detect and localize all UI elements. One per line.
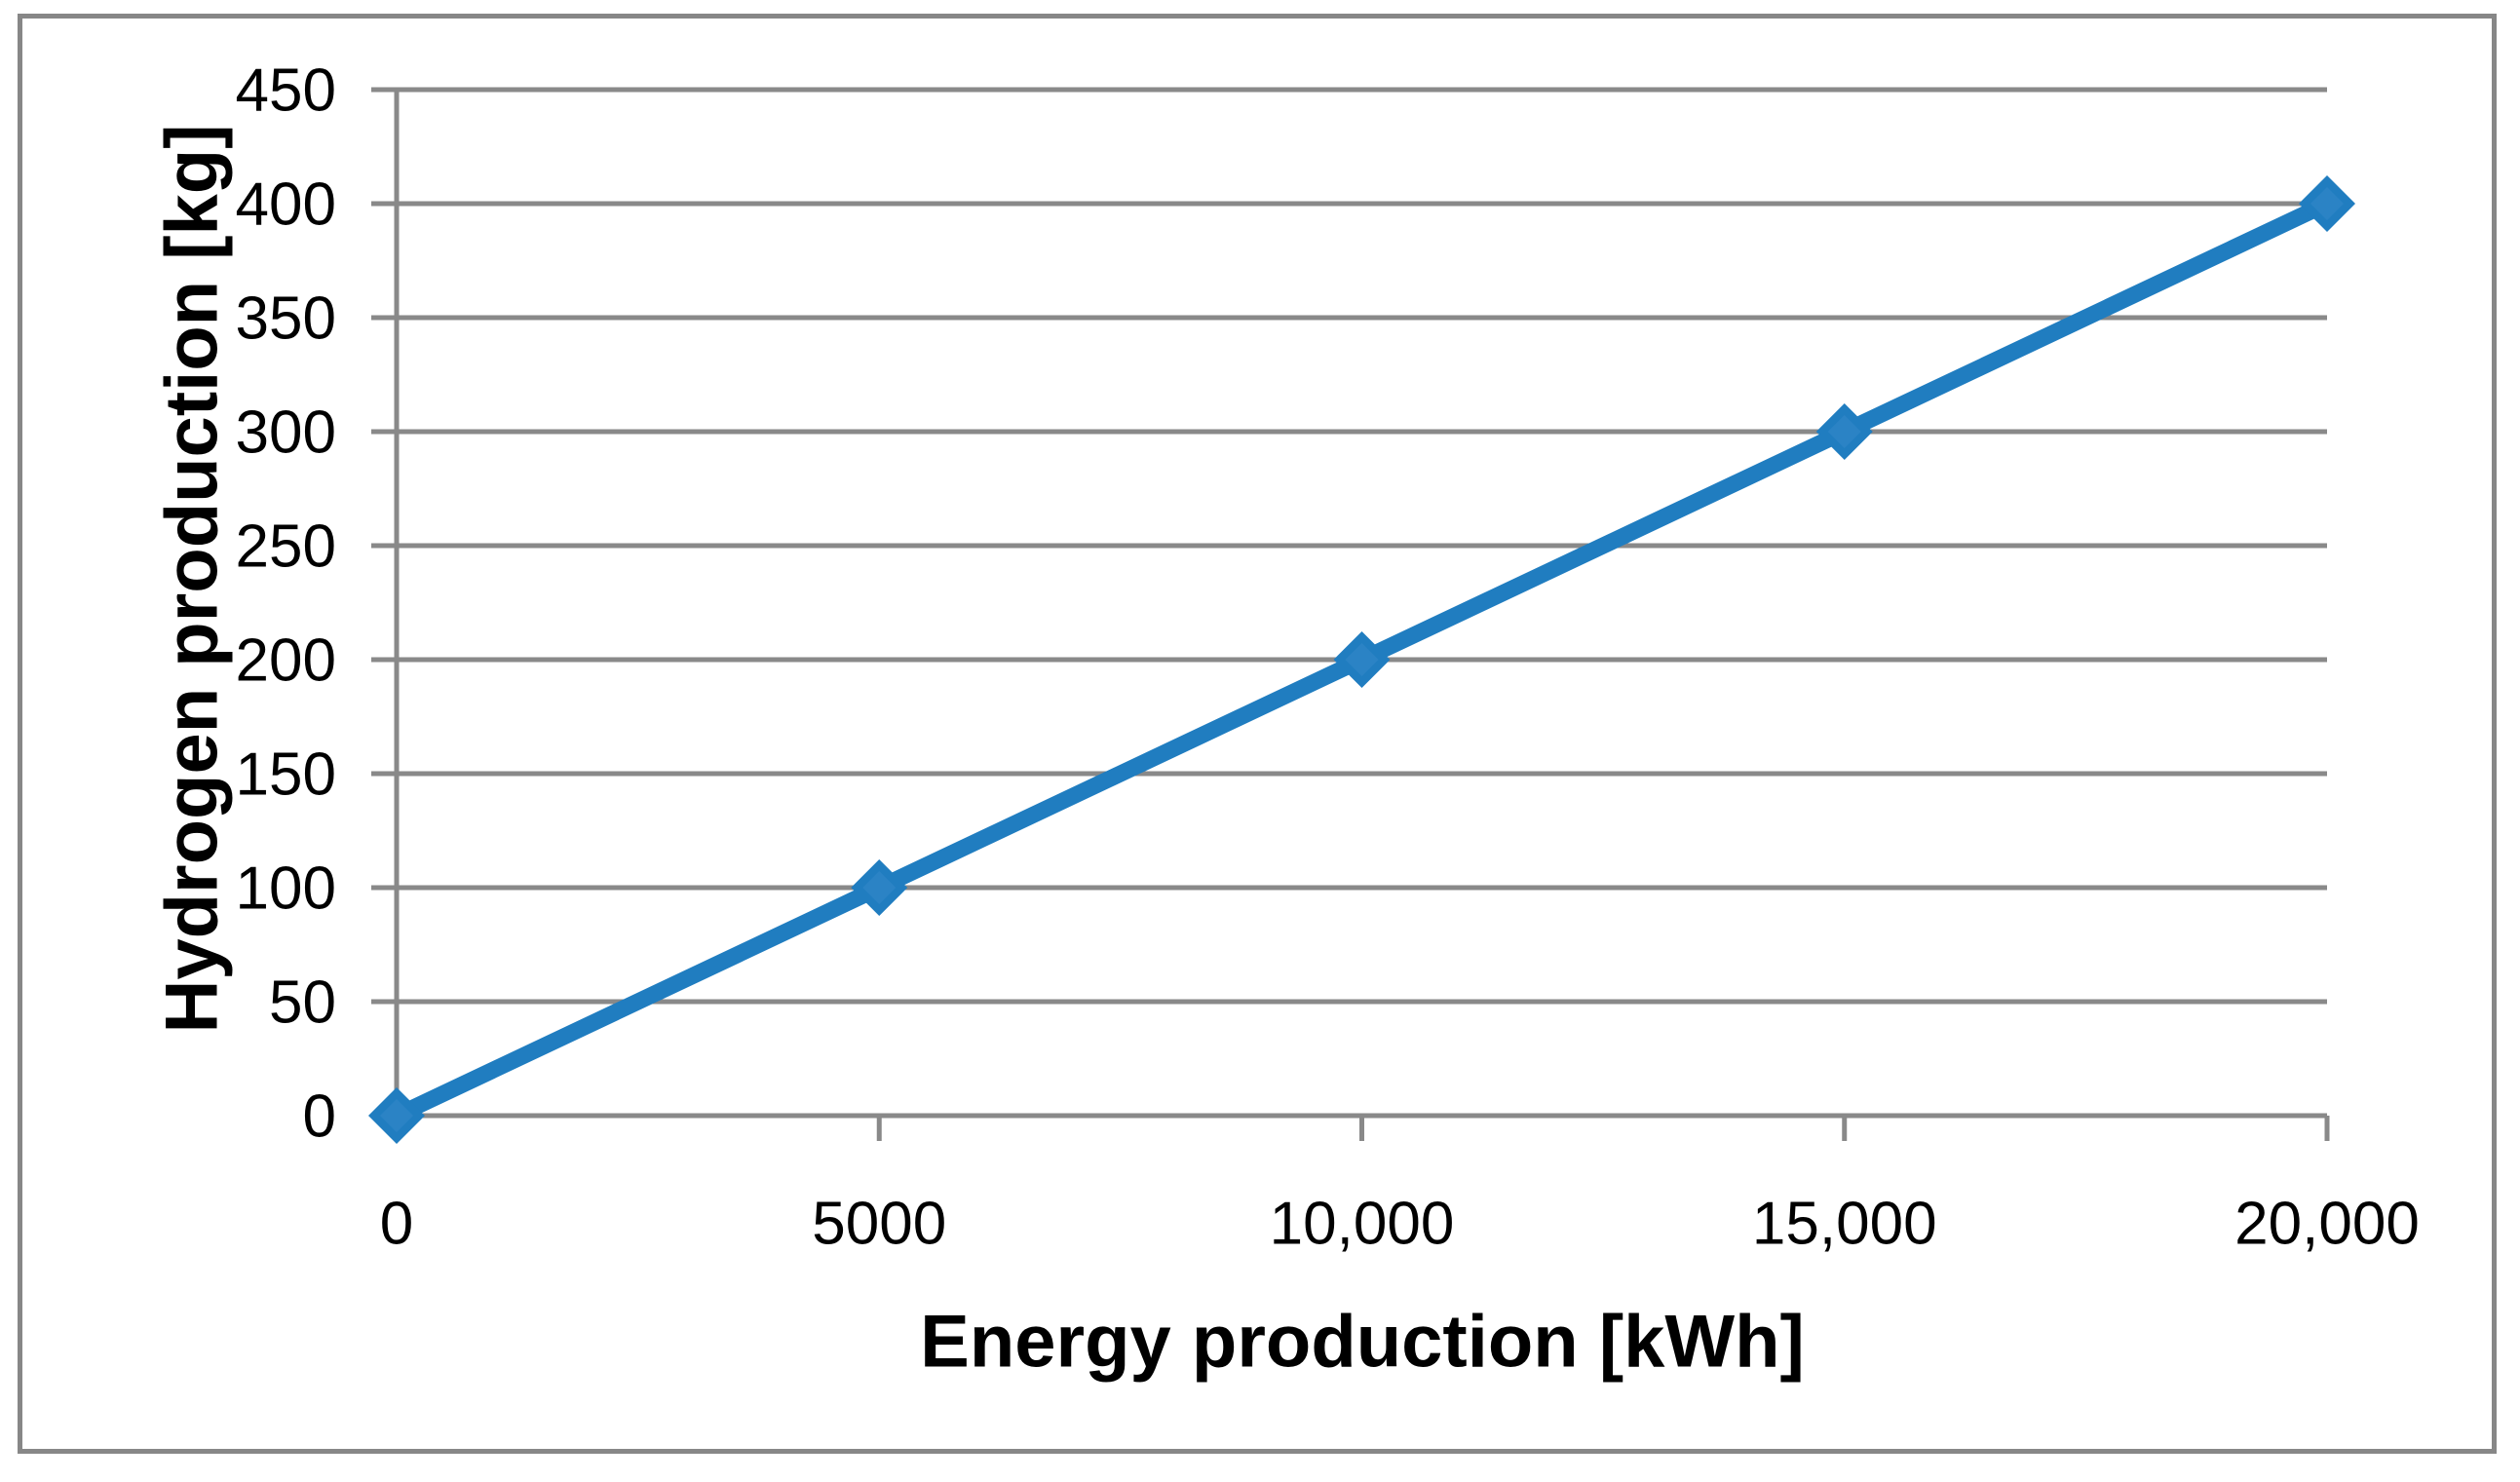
x-tick-label: 20,000: [2234, 1191, 2420, 1258]
x-axis-title: Energy production [kWh]: [920, 1301, 1805, 1384]
x-tick-label: 0: [380, 1191, 413, 1258]
x-tick-label: 15,000: [1752, 1191, 1937, 1258]
y-tick-label: 200: [236, 627, 336, 695]
y-tick-label: 50: [269, 969, 336, 1037]
x-tick-label: 10,000: [1270, 1191, 1455, 1258]
x-tick-label: 5000: [812, 1191, 946, 1258]
data-point-marker-inner: [380, 1099, 413, 1132]
y-tick-label: 300: [236, 399, 336, 467]
data-point-marker-inner: [1827, 415, 1861, 448]
y-tick-label: 250: [236, 513, 336, 581]
y-tick-label: 0: [303, 1083, 336, 1151]
data-series: [368, 175, 2355, 1144]
data-point-marker-inner: [1345, 643, 1379, 676]
data-point-marker-inner: [862, 871, 897, 904]
y-tick-label: 350: [236, 285, 336, 353]
y-tick-label: 150: [236, 741, 336, 809]
gridlines: [397, 87, 2327, 1119]
y-axis-title: Hydrogen production [kg]: [151, 124, 234, 1033]
y-tick-label: 400: [236, 171, 336, 239]
tick-labels: 0 50 100 150 200 250 300 350 400 450 0 5000 10,000 15…: [236, 57, 2420, 1258]
data-point-marker-inner: [2310, 187, 2344, 220]
y-tick-label: 450: [236, 57, 336, 125]
y-tick-label: 100: [236, 855, 336, 923]
